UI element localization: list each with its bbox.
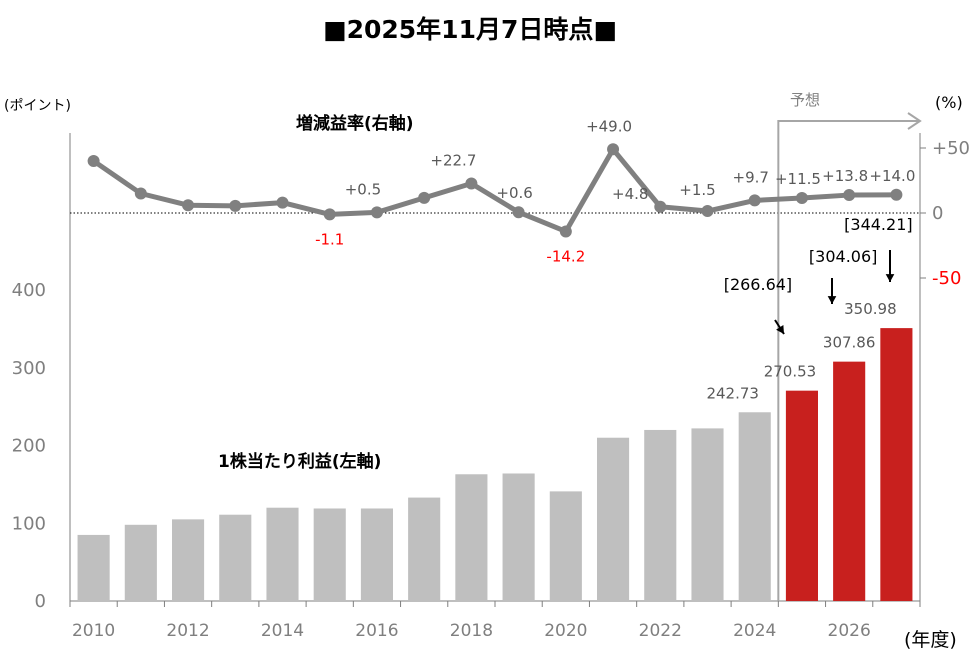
eps-bar (880, 328, 913, 601)
previous-forecast-label: [304.06] (809, 247, 877, 266)
previous-forecast-label: [344.21] (844, 215, 912, 234)
eps-bar (408, 497, 441, 601)
growth-line (92, 146, 897, 234)
x-tick-label: 2012 (166, 621, 209, 641)
previous-forecast-arrowhead (885, 274, 895, 282)
labels-layer: +0.5 -1.1 +22.7 +0.6 -14.2 +49.0 +4.8 +1.5 +9.7 +… (315, 117, 915, 402)
eps-bar (313, 508, 346, 601)
growth-marker (418, 191, 431, 204)
value-label: -1.1 (315, 230, 344, 248)
eps-bar (644, 429, 677, 601)
left-tick-label: 100 (12, 513, 46, 534)
value-label: +1.5 (679, 181, 715, 199)
value-label: +14.0 (869, 167, 915, 185)
growth-marker (654, 200, 667, 213)
eps-bar (597, 437, 630, 601)
left-tick-label: 400 (12, 280, 46, 301)
growth-marker (559, 225, 572, 238)
forecast-bracket (777, 120, 920, 601)
value-label: +4.8 (612, 185, 648, 203)
growth-marker (370, 206, 383, 219)
eps-bar (455, 474, 488, 601)
x-tick-label: 2016 (355, 621, 398, 641)
value-label: +22.7 (430, 151, 476, 169)
x-tick-label: 2022 (639, 621, 682, 641)
value-label: -14.2 (546, 247, 585, 265)
eps-series-label: 1株当たり利益(左軸) (218, 451, 381, 472)
value-label: +13.8 (822, 167, 868, 185)
x-tick-label: 2018 (450, 621, 493, 641)
value-label: +49.0 (586, 117, 632, 135)
value-label: 242.73 (706, 384, 759, 402)
left-axis-unit: (ポイント) (4, 98, 71, 114)
forecast-label: 予想 (790, 91, 820, 109)
x-tick-label: 2020 (544, 621, 587, 641)
eps-bar (549, 491, 582, 601)
growth-marker (323, 208, 336, 221)
value-label: +0.5 (345, 180, 381, 198)
line-layer (87, 143, 903, 238)
left-tick-label: 0 (35, 591, 46, 612)
bars-layer (77, 328, 913, 601)
growth-marker (607, 143, 620, 156)
left-tick-label: 200 (12, 436, 46, 457)
eps-bar (502, 473, 535, 601)
value-label: +11.5 (775, 170, 821, 188)
growth-marker (890, 188, 903, 201)
eps-bar (124, 524, 157, 601)
eps-bar (738, 412, 771, 601)
growth-marker (701, 205, 714, 218)
previous-forecast-label: [266.64] (724, 275, 792, 294)
growth-marker (795, 192, 808, 205)
value-label: 270.53 (764, 363, 817, 381)
growth-marker (87, 155, 100, 167)
growth-marker (134, 187, 147, 200)
chart-title: ■2025年11月7日時点■ (323, 15, 617, 44)
growth-marker (465, 177, 478, 190)
eps-bar (785, 390, 818, 601)
eps-bar (77, 534, 110, 601)
left-tick-label: 300 (12, 358, 46, 379)
value-label: 350.98 (844, 300, 897, 318)
growth-marker (843, 189, 856, 202)
growth-marker (748, 194, 761, 207)
growth-marker (229, 199, 242, 212)
previous-forecast-arrowhead (827, 296, 837, 304)
forecast-arrowhead (907, 112, 922, 130)
x-tick-label: 2024 (733, 621, 776, 641)
x-tick-label: 2026 (828, 621, 871, 641)
growth-series-label: 増減益率(右軸) (296, 113, 414, 134)
right-tick-label: 0 (932, 203, 943, 224)
eps-bar (172, 519, 205, 601)
chart-frame: 0 100 200 300 400 2010 2012 2014 2016 2018 2020 202… (12, 112, 970, 641)
right-axis-unit: (%) (935, 93, 963, 112)
eps-bar (833, 361, 866, 601)
eps-bar (691, 428, 724, 601)
previous-forecast-arrowhead (776, 325, 784, 334)
value-label: +0.6 (496, 184, 532, 202)
eps-bar (266, 507, 299, 601)
x-tick-label: 2014 (261, 621, 304, 641)
growth-marker (182, 199, 195, 212)
growth-marker (512, 206, 525, 219)
value-label: 307.86 (823, 334, 876, 352)
right-tick-label: +50 (932, 138, 970, 159)
growth-marker (276, 196, 289, 209)
eps-bar (219, 514, 252, 601)
x-tick-label: 2010 (72, 621, 115, 641)
eps-bar (360, 508, 393, 601)
x-axis-unit: (年度) (904, 629, 957, 651)
value-label: +9.7 (733, 168, 769, 186)
right-tick-label: -50 (932, 268, 961, 289)
